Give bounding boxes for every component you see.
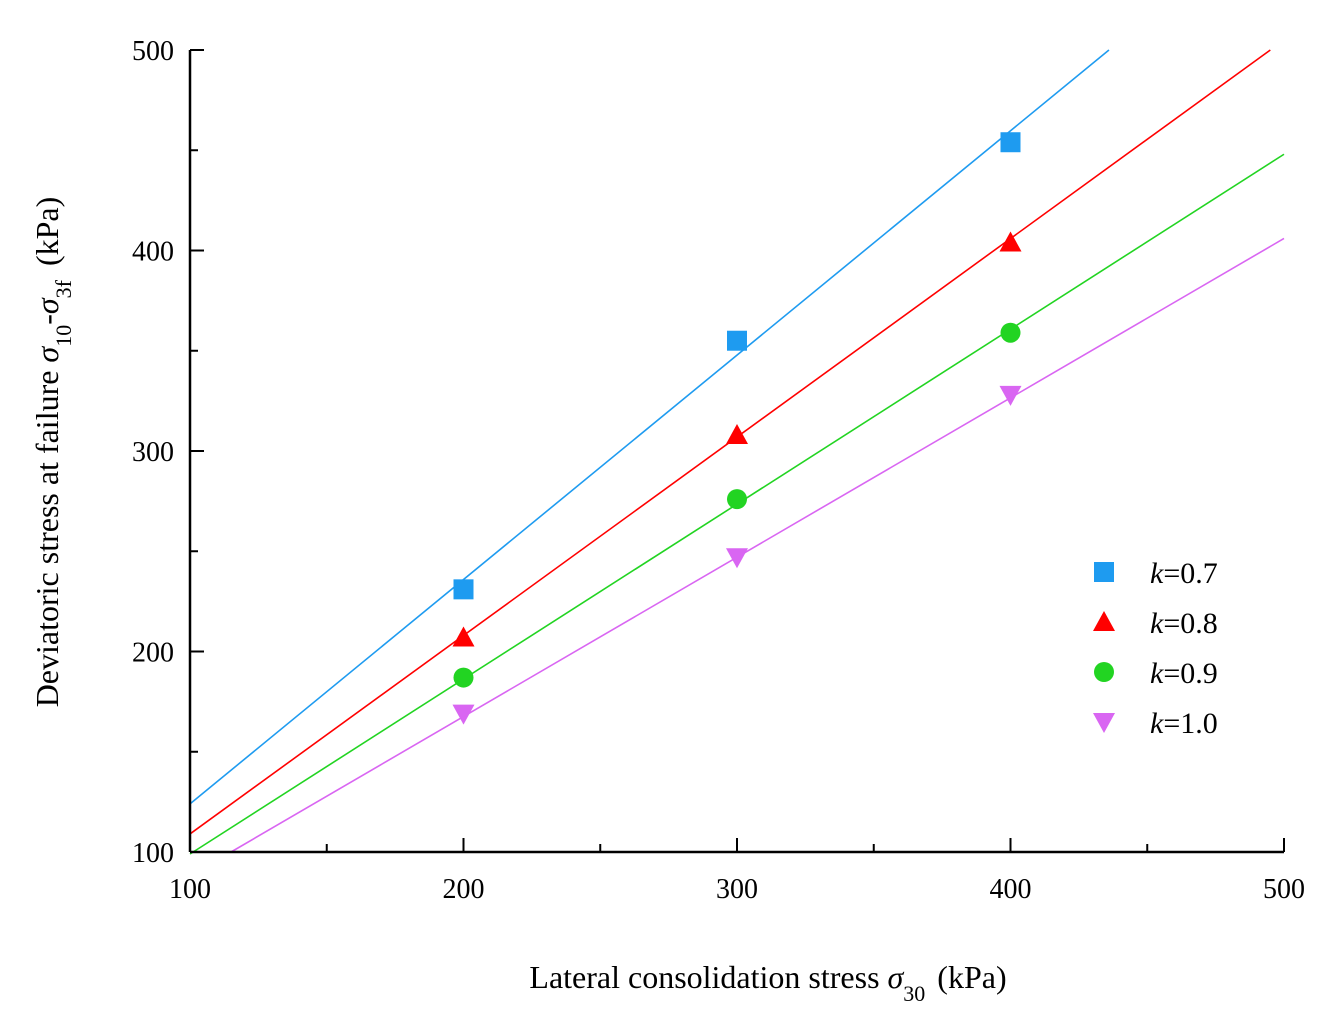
legend-marker [1093, 713, 1115, 733]
x-tick-label: 500 [1263, 874, 1305, 905]
legend: k=0.7 k=0.8 k=0.9 k=1.0 [1093, 557, 1218, 740]
fit-line-k10 [230, 237, 1285, 853]
x-tick-label: 100 [169, 874, 211, 905]
x-tick-label: 400 [990, 874, 1032, 905]
x-tick-label: 200 [443, 874, 485, 905]
data-point [452, 704, 475, 725]
legend-marker [1094, 662, 1114, 682]
y-tick-label: 200 [132, 638, 174, 669]
legend-label: k=0.8 [1150, 607, 1218, 640]
y-tick-label: 500 [132, 36, 174, 67]
y-tick-label: 100 [132, 838, 174, 869]
legend-label: k=0.9 [1150, 657, 1218, 690]
data-point [726, 423, 748, 444]
markers [452, 132, 1022, 725]
fit-lines [189, 49, 1285, 855]
fit-line-k07 [189, 49, 1110, 805]
data-point [726, 548, 748, 569]
ticks: 100 200 300 400 500 100 200 300 400 500 [132, 36, 1305, 905]
data-point [999, 385, 1022, 406]
legend-marker [1093, 611, 1115, 631]
legend-label: k=1.0 [1150, 707, 1218, 740]
x-axis-title: Lateral consolidation stress σ30 (kPa) [529, 959, 1006, 1006]
legend-marker [1094, 562, 1114, 582]
data-point [453, 579, 474, 600]
y-tick-label: 400 [132, 237, 174, 268]
data-point [999, 231, 1022, 252]
data-point [452, 626, 475, 647]
data-point [1000, 322, 1021, 343]
legend-label: k=0.7 [1150, 557, 1218, 590]
data-point [727, 489, 747, 510]
data-point [727, 330, 747, 351]
y-tick-label: 300 [132, 437, 174, 468]
data-point [453, 667, 474, 688]
data-point [1000, 132, 1021, 153]
y-axis-title: Deviatoric stress at failure σ10-σ3f(kPa… [29, 197, 76, 708]
axes [188, 50, 1284, 854]
x-tick-label: 300 [716, 874, 758, 905]
